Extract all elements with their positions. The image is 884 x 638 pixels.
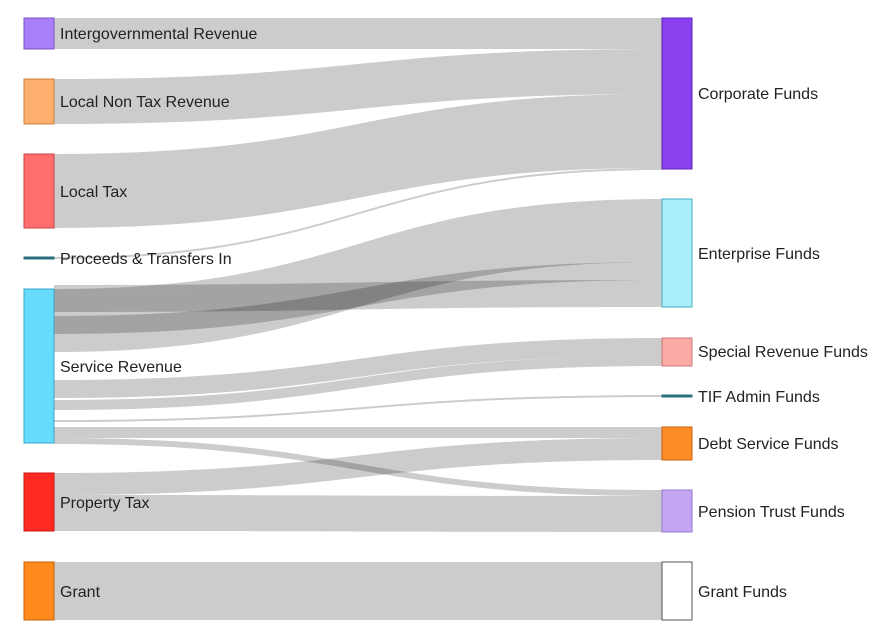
node-local-non-tax-revenue[interactable]: Local Non Tax Revenue <box>23 78 230 125</box>
node-bar <box>661 426 693 461</box>
node-bar <box>23 256 55 260</box>
link-service-enterprise-b <box>54 206 662 350</box>
node-bar <box>23 472 55 532</box>
node-bar <box>23 78 55 125</box>
node-label: Local Tax <box>60 184 127 201</box>
node-corporate-funds[interactable]: Corporate Funds <box>661 17 818 170</box>
node-label: Property Tax <box>60 495 150 512</box>
node-bar <box>661 17 693 170</box>
node-property-tax[interactable]: Property Tax <box>23 472 150 532</box>
link-proceeds-corporate <box>54 168 662 259</box>
node-label: Intergovernmental Revenue <box>60 26 258 43</box>
node-bar <box>661 198 693 308</box>
node-label: Local Non Tax Revenue <box>60 94 230 111</box>
link-service-pension <box>54 438 662 496</box>
nodes: Intergovernmental Revenue Local Non Tax … <box>23 17 868 621</box>
node-bar <box>23 153 55 229</box>
link-service-enterprise-c <box>54 260 662 352</box>
flow-links <box>54 18 662 620</box>
node-intergovernmental-revenue[interactable]: Intergovernmental Revenue <box>23 17 258 50</box>
node-tif-admin-funds[interactable]: TIF Admin Funds <box>661 389 820 406</box>
node-bar <box>23 288 55 444</box>
node-special-revenue-funds[interactable]: Special Revenue Funds <box>661 337 868 367</box>
link-service-enterprise-e <box>54 280 662 312</box>
node-bar <box>23 561 55 621</box>
link-localnontax-corporate <box>54 49 662 124</box>
node-bar <box>23 17 55 50</box>
node-grant[interactable]: Grant <box>23 561 101 621</box>
link-grant-grantfunds <box>54 562 662 620</box>
node-label: Grant <box>60 584 101 601</box>
node-bar <box>661 561 693 621</box>
node-bar <box>661 489 693 533</box>
node-label: Proceeds & Transfers In <box>60 251 232 268</box>
node-pension-trust-funds[interactable]: Pension Trust Funds <box>661 489 845 533</box>
link-service-specialrev-a <box>54 338 662 398</box>
node-label: Pension Trust Funds <box>698 504 845 521</box>
node-grant-funds[interactable]: Grant Funds <box>661 561 787 621</box>
node-bar <box>661 394 693 398</box>
node-service-revenue[interactable]: Service Revenue <box>23 288 182 444</box>
node-label: Enterprise Funds <box>698 246 820 263</box>
node-enterprise-funds[interactable]: Enterprise Funds <box>661 198 820 308</box>
link-intergov-corporate <box>54 18 662 49</box>
node-bar <box>661 337 693 367</box>
link-service-specialrev-b <box>54 356 662 410</box>
node-label: Service Revenue <box>60 359 182 376</box>
node-label: Grant Funds <box>698 584 787 601</box>
link-property-pension <box>54 495 662 532</box>
node-proceeds-transfers-in[interactable]: Proceeds & Transfers In <box>23 251 232 268</box>
link-service-tif <box>54 395 662 422</box>
node-debt-service-funds[interactable]: Debt Service Funds <box>661 426 839 461</box>
node-label: Corporate Funds <box>698 86 818 103</box>
link-service-enterprise-d <box>54 262 662 334</box>
node-local-tax[interactable]: Local Tax <box>23 153 127 229</box>
link-localtax-corporate <box>54 94 662 228</box>
link-property-debt <box>54 438 662 495</box>
node-label: TIF Admin Funds <box>698 389 820 406</box>
node-label: Special Revenue Funds <box>698 344 868 361</box>
link-service-enterprise-a <box>54 199 662 296</box>
node-label: Debt Service Funds <box>698 436 839 453</box>
link-service-debt <box>54 427 662 438</box>
